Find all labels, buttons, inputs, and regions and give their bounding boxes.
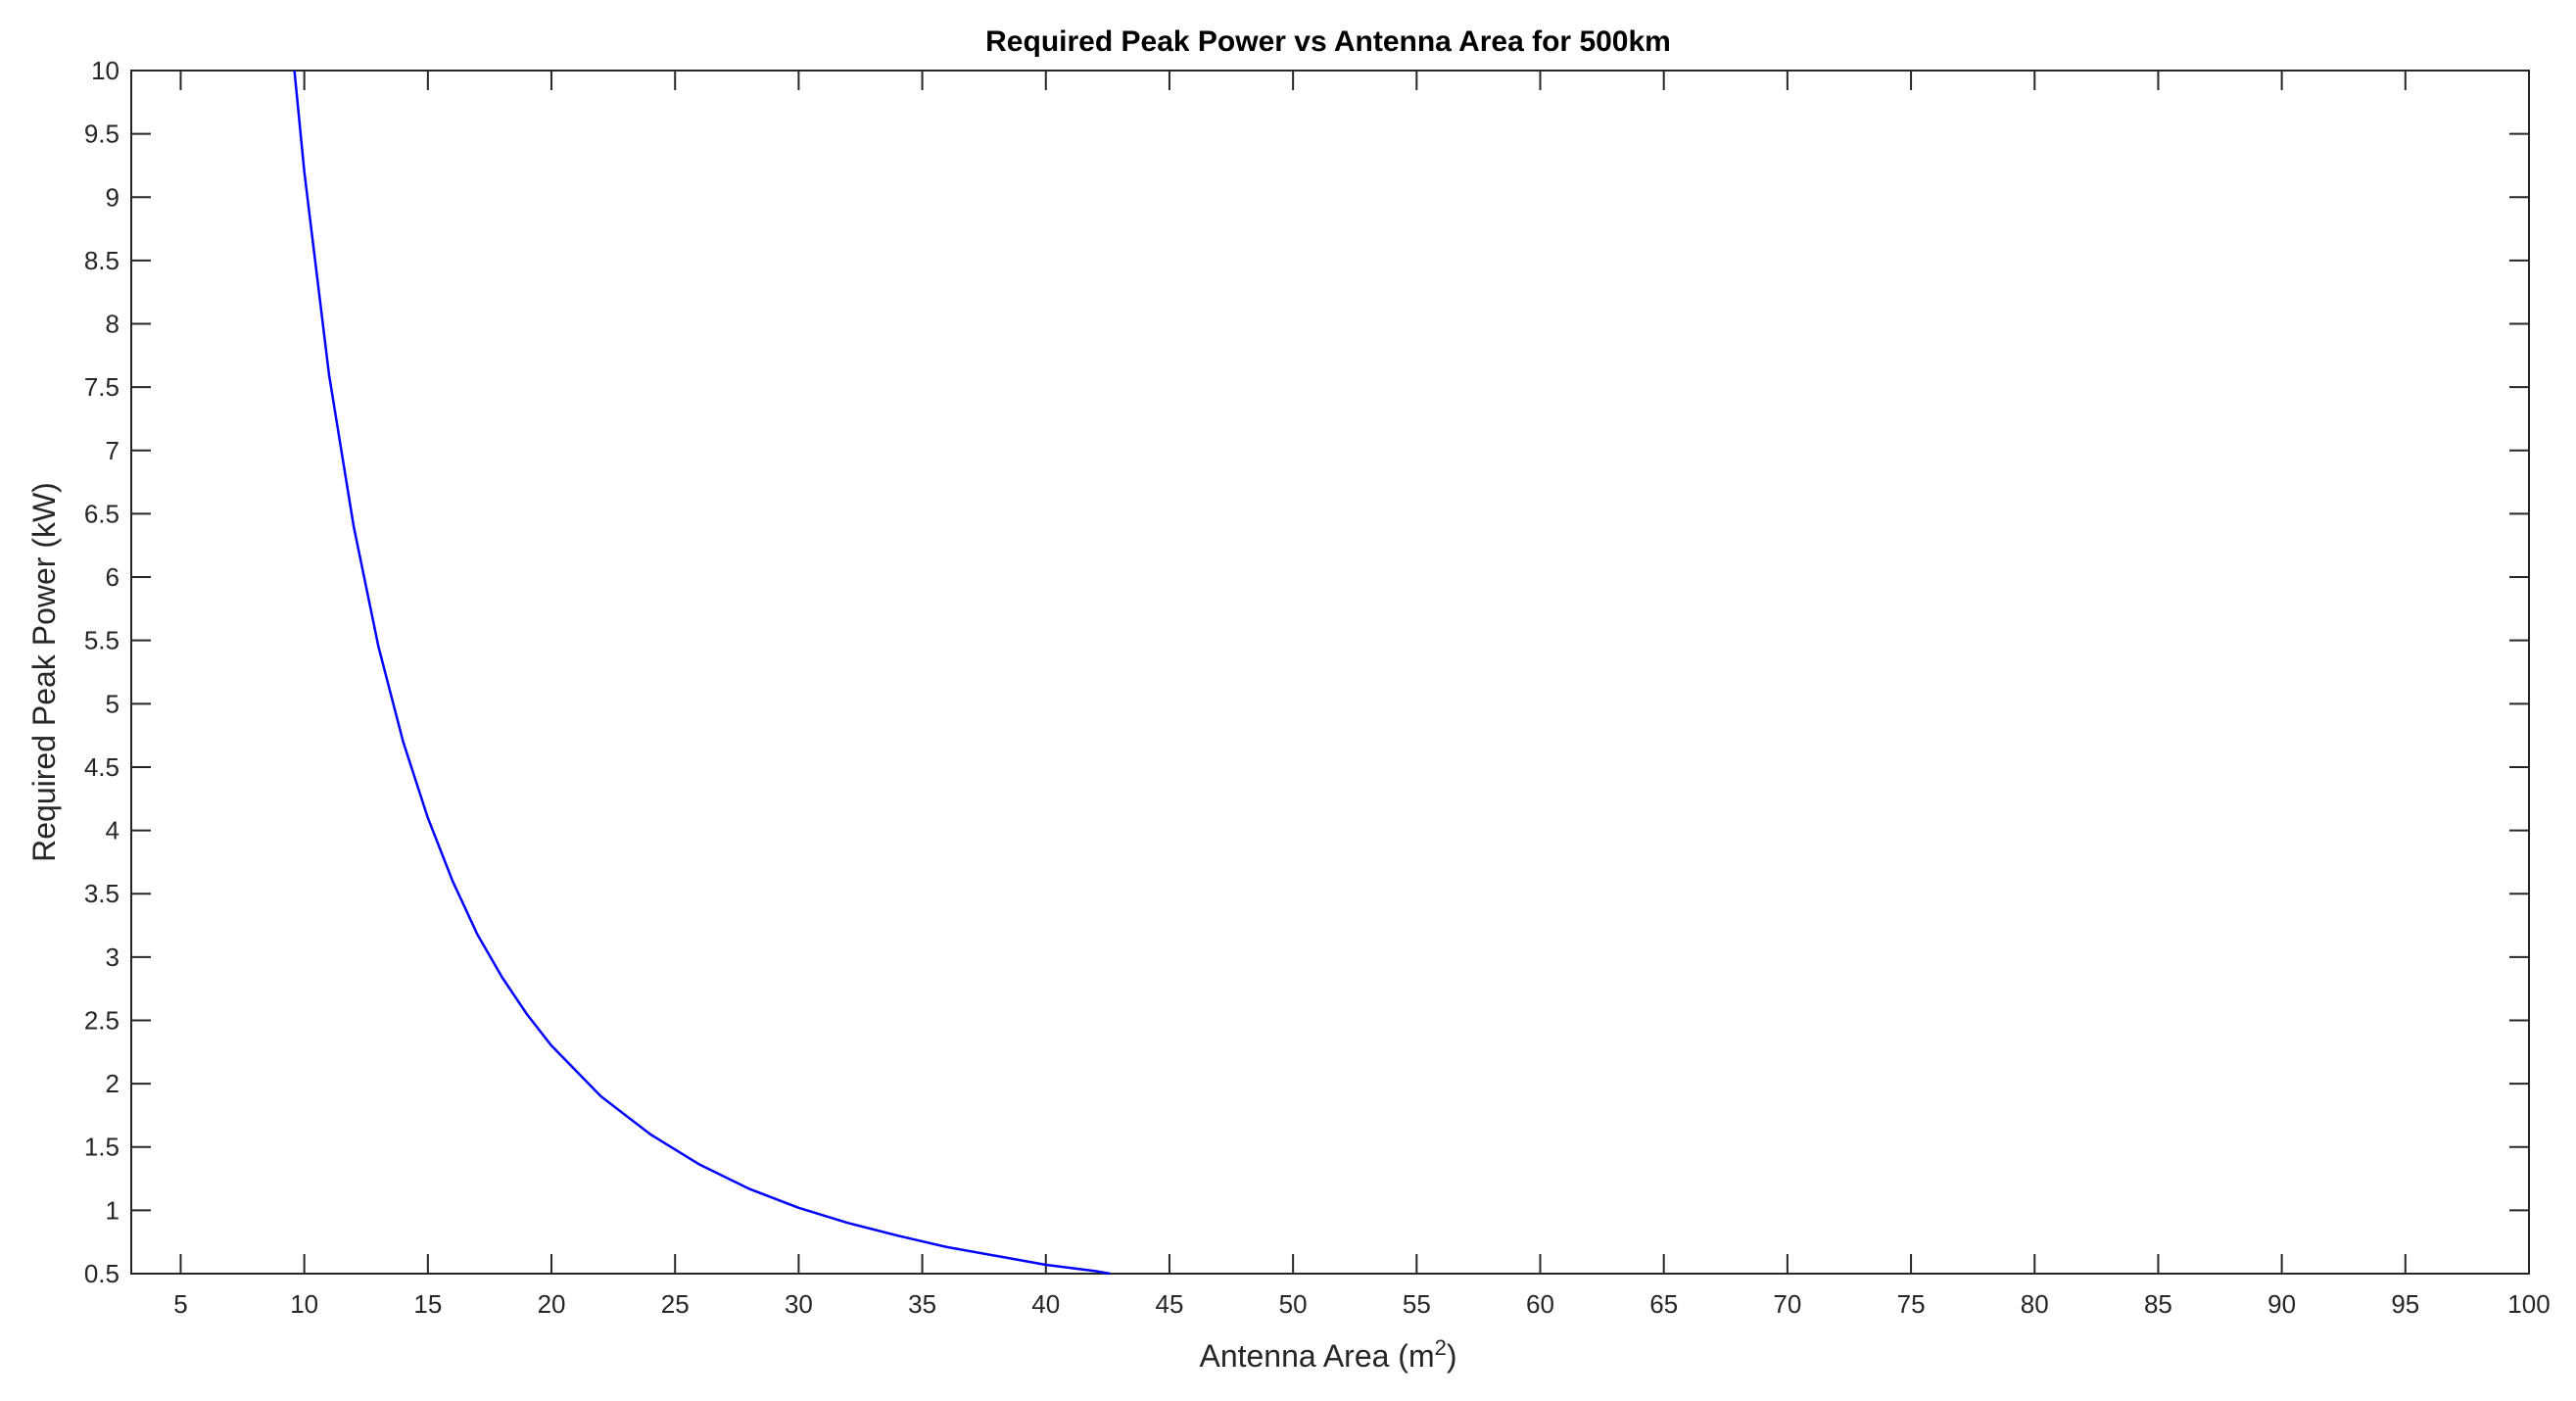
y-tick-label: 3 — [106, 942, 119, 972]
y-tick-label: 8.5 — [84, 246, 119, 275]
x-tick-label: 55 — [1403, 1289, 1431, 1319]
x-tick-label: 20 — [538, 1289, 566, 1319]
x-axis-label-suffix: ) — [1447, 1338, 1457, 1374]
x-tick-label: 65 — [1649, 1289, 1678, 1319]
x-tick-label: 95 — [2391, 1289, 2419, 1319]
x-tick-label: 35 — [908, 1289, 936, 1319]
y-axis-label: Required Peak Power (kW) — [26, 482, 62, 862]
x-tick-label: 50 — [1279, 1289, 1308, 1319]
y-tick-label: 4 — [106, 816, 119, 845]
y-tick-label: 6.5 — [84, 499, 119, 528]
y-tick-label: 7.5 — [84, 372, 119, 402]
y-tick-label: 6 — [106, 562, 119, 592]
y-tick-label: 10 — [91, 56, 119, 85]
y-tick-label: 4.5 — [84, 752, 119, 782]
x-tick-label: 25 — [661, 1289, 690, 1319]
y-tick-label: 7 — [106, 436, 119, 465]
x-tick-label: 15 — [413, 1289, 442, 1319]
y-tick-label: 2.5 — [84, 1005, 119, 1035]
x-tick-label: 5 — [173, 1289, 187, 1319]
series-line — [293, 70, 1111, 1276]
y-tick-label: 9 — [106, 182, 119, 212]
y-tick-label: 5 — [106, 689, 119, 718]
y-tick-label: 1.5 — [84, 1133, 119, 1162]
x-axis-label-superscript: 2 — [1435, 1335, 1447, 1360]
y-tick-label: 2 — [106, 1069, 119, 1098]
y-tick-label: 0.5 — [84, 1259, 119, 1288]
x-tick-label: 100 — [2507, 1289, 2550, 1319]
x-tick-label: 80 — [2021, 1289, 2049, 1319]
x-tick-label: 90 — [2267, 1289, 2296, 1319]
x-tick-label: 30 — [785, 1289, 813, 1319]
x-tick-label: 60 — [1526, 1289, 1554, 1319]
x-tick-label: 40 — [1031, 1289, 1060, 1319]
y-tick-label: 5.5 — [84, 626, 119, 655]
x-tick-label: 75 — [1897, 1289, 1926, 1319]
axes-box — [130, 70, 2530, 1275]
chart-title: Required Peak Power vs Antenna Area for … — [985, 25, 1671, 58]
x-tick-label: 85 — [2144, 1289, 2172, 1319]
x-tick-label: 10 — [290, 1289, 318, 1319]
x-tick-label: 70 — [1773, 1289, 1801, 1319]
y-tick-label: 8 — [106, 310, 119, 339]
x-tick-label: 45 — [1155, 1289, 1183, 1319]
y-tick-label: 3.5 — [84, 879, 119, 908]
y-tick-label: 9.5 — [84, 120, 119, 149]
y-tick-label: 1 — [106, 1195, 119, 1225]
x-axis-label: Antenna Area (m2) — [1199, 1335, 1456, 1374]
x-axis-label-text: Antenna Area (m — [1199, 1338, 1434, 1374]
plot-area: 5 10 15 20 25 30 35 40 45 50 55 60 65 70 75 80 85 90 95 100… — [84, 56, 2551, 1319]
